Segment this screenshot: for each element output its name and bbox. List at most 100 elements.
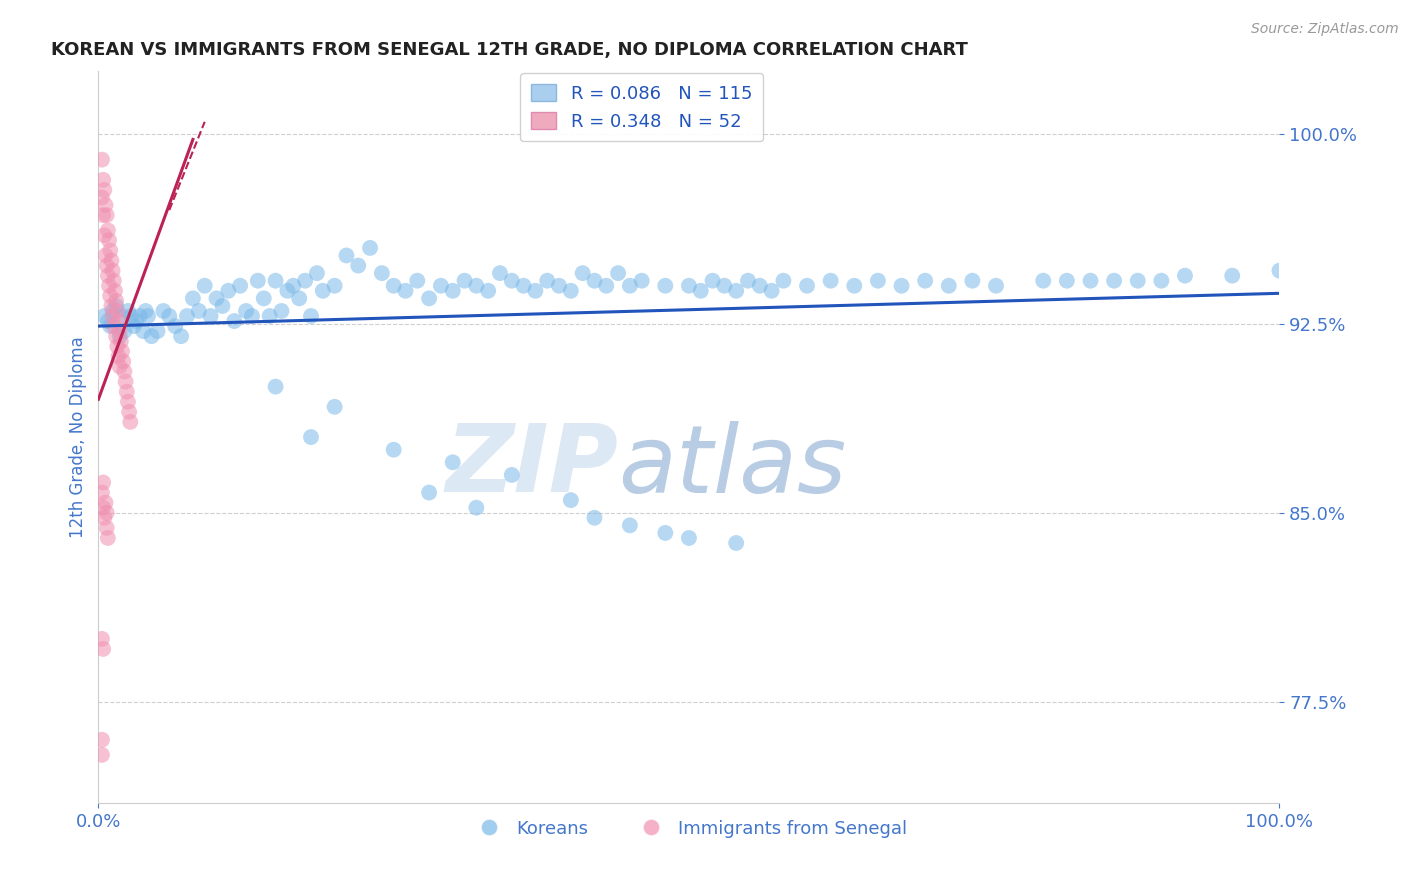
Point	[91, 475, 114, 490]
Point	[105, 293, 128, 308]
Point	[94, 198, 117, 212]
Point	[132, 324, 155, 338]
Point	[866, 274, 889, 288]
Point	[1220, 268, 1243, 283]
Point	[820, 274, 842, 288]
Point	[98, 278, 121, 293]
Point	[105, 339, 128, 353]
Point	[323, 400, 346, 414]
Point	[1126, 274, 1149, 288]
Point	[91, 173, 114, 187]
Point	[112, 364, 135, 378]
Point	[323, 278, 346, 293]
Point	[170, 329, 193, 343]
Point	[194, 278, 217, 293]
Point	[181, 291, 204, 305]
Point	[347, 259, 370, 273]
Point	[93, 510, 115, 524]
Point	[91, 190, 114, 204]
Point	[984, 278, 1007, 293]
Point	[678, 278, 700, 293]
Point	[418, 485, 440, 500]
Point	[105, 304, 128, 318]
Point	[115, 384, 138, 399]
Point	[501, 467, 523, 482]
Point	[91, 500, 114, 515]
Point	[264, 379, 287, 393]
Text: atlas: atlas	[619, 421, 846, 512]
Point	[441, 284, 464, 298]
Point	[264, 274, 287, 288]
Point	[619, 518, 641, 533]
Point	[98, 289, 121, 303]
Point	[288, 291, 311, 305]
Point	[607, 266, 630, 280]
Point	[678, 531, 700, 545]
Point	[205, 291, 228, 305]
Point	[96, 259, 118, 273]
Point	[453, 274, 475, 288]
Point	[93, 183, 115, 197]
Point	[560, 284, 582, 298]
Point	[371, 266, 394, 280]
Point	[737, 274, 759, 288]
Point	[91, 208, 114, 222]
Point	[98, 319, 121, 334]
Point	[141, 329, 163, 343]
Point	[305, 266, 328, 280]
Point	[536, 274, 558, 288]
Legend: Koreans, Immigrants from Senegal: Koreans, Immigrants from Senegal	[464, 813, 914, 845]
Point	[112, 324, 135, 338]
Point	[98, 233, 121, 247]
Point	[689, 284, 711, 298]
Point	[571, 266, 593, 280]
Point	[253, 291, 276, 305]
Point	[1032, 274, 1054, 288]
Point	[224, 314, 246, 328]
Point	[105, 299, 128, 313]
Point	[136, 309, 159, 323]
Point	[97, 531, 120, 545]
Point	[489, 266, 512, 280]
Point	[299, 309, 322, 323]
Text: ZIP: ZIP	[446, 420, 619, 512]
Point	[654, 525, 676, 540]
Point	[93, 228, 115, 243]
Point	[93, 309, 115, 323]
Point	[583, 510, 606, 524]
Point	[165, 319, 187, 334]
Point	[103, 274, 125, 288]
Point	[501, 274, 523, 288]
Point	[120, 415, 142, 429]
Point	[748, 278, 770, 293]
Point	[91, 732, 114, 747]
Point	[96, 506, 118, 520]
Point	[107, 350, 129, 364]
Point	[382, 442, 405, 457]
Point	[1080, 274, 1102, 288]
Point	[91, 632, 114, 646]
Point	[430, 278, 453, 293]
Point	[713, 278, 735, 293]
Point	[108, 329, 131, 343]
Point	[146, 324, 169, 338]
Point	[359, 241, 381, 255]
Point	[135, 304, 157, 318]
Point	[465, 278, 488, 293]
Point	[524, 284, 547, 298]
Point	[1056, 274, 1078, 288]
Point	[91, 747, 114, 762]
Point	[548, 278, 571, 293]
Point	[619, 278, 641, 293]
Point	[890, 278, 912, 293]
Point	[117, 304, 139, 318]
Point	[725, 284, 748, 298]
Point	[101, 309, 124, 323]
Point	[654, 278, 676, 293]
Point	[97, 314, 120, 328]
Point	[94, 496, 117, 510]
Point	[1268, 263, 1291, 277]
Point	[560, 493, 582, 508]
Point	[97, 268, 120, 283]
Point	[406, 274, 429, 288]
